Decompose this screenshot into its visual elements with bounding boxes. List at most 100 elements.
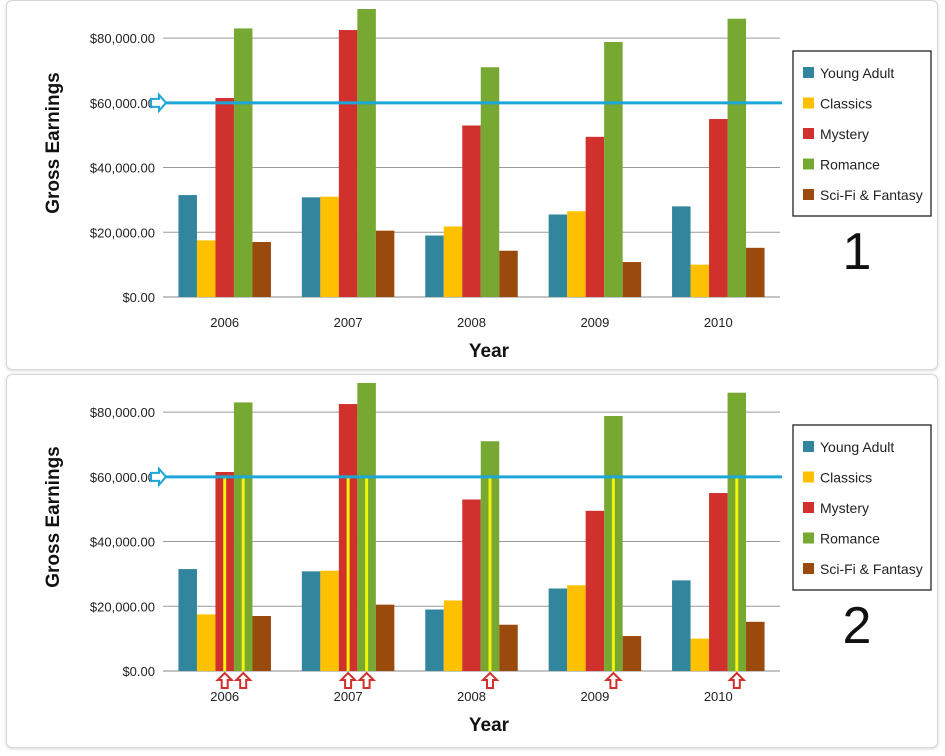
x-tick-label: 2010: [704, 689, 733, 704]
bar-classics-2006: [196, 240, 216, 297]
legend-label-young-adult: Young Adult: [820, 65, 894, 81]
y-tick-label: $60,000.00: [90, 96, 155, 111]
legend-label-classics: Classics: [820, 96, 872, 112]
legend-swatch-sci-fi-fantasy: [803, 189, 814, 200]
up-arrow-icon: [357, 671, 377, 689]
up-arrow-icon: [727, 671, 747, 689]
legend-swatch-romance: [803, 532, 814, 544]
bar-chart-1: $0.00 $20,000.00 $40,000.00 $60,000.00 $80,0…: [43, 9, 932, 362]
up-arrow-icon: [215, 671, 235, 689]
up-arrow-icon: [603, 671, 623, 689]
legend-box: [792, 50, 932, 217]
bar-young-adult-2008: [425, 235, 444, 297]
legend-swatch-classics: [803, 471, 814, 483]
bar-mystery-2010: [709, 119, 728, 298]
bar-young-adult-2010: [672, 580, 691, 671]
y-axis-title: Gross Earnings: [43, 72, 64, 214]
bar-mystery-2007: [338, 30, 358, 297]
legend-swatch-mystery: [803, 502, 814, 513]
bar-mystery-2009: [585, 136, 605, 297]
legend-label-mystery: Mystery: [820, 500, 869, 516]
bar-classics-2010: [690, 638, 710, 671]
bar-classics-2006: [196, 614, 216, 671]
panel-number: 1: [843, 223, 872, 281]
legend-label-young-adult: Young Adult: [820, 439, 894, 455]
bar-romance-2007: [357, 9, 376, 297]
bar-chart-2: $0.00 $20,000.00 $40,000.00 $60,000.00 $80,0…: [43, 383, 932, 736]
bar-romance-2006: [233, 28, 253, 297]
bar-young-adult-2007: [301, 571, 321, 671]
x-axis-title: Year: [469, 341, 510, 362]
y-tick-label: $60,000.00: [90, 470, 155, 485]
chart-panel-1: $0.00 $20,000.00 $40,000.00 $60,000.00 $80,0…: [6, 0, 938, 370]
panel-number: 2: [843, 597, 872, 655]
bar-mystery-2008: [462, 499, 481, 671]
bar-classics-2010: [690, 264, 710, 297]
x-tick-label: 2008: [457, 315, 486, 330]
bar-mystery-2006: [215, 97, 234, 297]
bar-classics-2009: [567, 211, 586, 297]
legend-label-romance: Romance: [820, 157, 880, 173]
legend-swatch-young-adult: [803, 441, 814, 452]
bar-young-adult-2007: [301, 197, 321, 297]
up-arrow-icon: [480, 671, 500, 689]
bar-mystery-2009: [585, 510, 605, 671]
bar-sci-fi-fantasy-2006: [252, 615, 271, 671]
bar-young-adult-2010: [672, 206, 691, 297]
bar-young-adult-2006: [178, 569, 197, 671]
y-tick-label: $80,000.00: [90, 31, 155, 46]
bar-sci-fi-fantasy-2009: [622, 262, 642, 297]
bar-mystery-2008: [462, 125, 481, 297]
x-tick-label: 2009: [580, 689, 609, 704]
bar-romance-2008: [480, 67, 500, 297]
x-tick-label: 2007: [334, 689, 363, 704]
y-tick-label: $80,000.00: [90, 405, 155, 420]
bar-mystery-2010: [709, 493, 728, 671]
y-tick-label: $40,000.00: [90, 535, 155, 550]
legend-label-sci-fi-fantasy: Sci-Fi & Fantasy: [820, 561, 923, 577]
y-tick-label: $0.00: [122, 664, 155, 679]
x-tick-label: 2010: [704, 315, 733, 330]
bar-classics-2008: [443, 600, 463, 671]
legend-label-romance: Romance: [820, 531, 880, 547]
bar-sci-fi-fantasy-2009: [622, 636, 642, 671]
bar-young-adult-2008: [425, 609, 444, 671]
legend-label-classics: Classics: [820, 470, 872, 486]
bar-romance-2010: [727, 18, 747, 298]
bar-classics-2007: [320, 196, 339, 297]
y-tick-label: $20,000.00: [90, 599, 155, 614]
bar-sci-fi-fantasy-2007: [375, 604, 395, 671]
bar-sci-fi-fantasy-2007: [375, 230, 395, 297]
reference-arrow-icon: [150, 466, 168, 488]
x-tick-label: 2006: [210, 315, 239, 330]
reference-arrow-icon: [150, 92, 168, 114]
legend-label-mystery: Mystery: [820, 126, 869, 142]
legend-label-sci-fi-fantasy: Sci-Fi & Fantasy: [820, 187, 923, 203]
chart-panel-2: $0.00 $20,000.00 $40,000.00 $60,000.00 $80,0…: [6, 374, 938, 748]
bar-sci-fi-fantasy-2010: [746, 247, 765, 297]
legend-swatch-romance: [803, 158, 814, 170]
legend-swatch-young-adult: [803, 67, 814, 78]
x-tick-label: 2009: [580, 315, 609, 330]
legend-swatch-sci-fi-fantasy: [803, 563, 814, 574]
y-tick-label: $40,000.00: [90, 161, 155, 176]
up-arrow-icon: [338, 671, 358, 689]
y-axis-title: Gross Earnings: [43, 446, 64, 588]
bar-sci-fi-fantasy-2006: [252, 241, 271, 297]
bar-classics-2008: [443, 226, 463, 297]
x-tick-label: 2006: [210, 689, 239, 704]
bar-young-adult-2006: [178, 195, 197, 297]
y-tick-label: $0.00: [122, 290, 155, 305]
bar-sci-fi-fantasy-2010: [746, 621, 765, 671]
bar-romance-2009: [604, 42, 623, 297]
bar-sci-fi-fantasy-2008: [499, 250, 518, 297]
legend-swatch-classics: [803, 97, 814, 109]
bar-young-adult-2009: [548, 588, 568, 671]
up-arrow-icon: [233, 671, 253, 689]
bar-sci-fi-fantasy-2008: [499, 624, 518, 671]
y-tick-label: $20,000.00: [90, 225, 155, 240]
x-tick-label: 2007: [334, 315, 363, 330]
x-tick-label: 2008: [457, 689, 486, 704]
legend-box: [792, 424, 932, 591]
bar-classics-2007: [320, 570, 339, 671]
